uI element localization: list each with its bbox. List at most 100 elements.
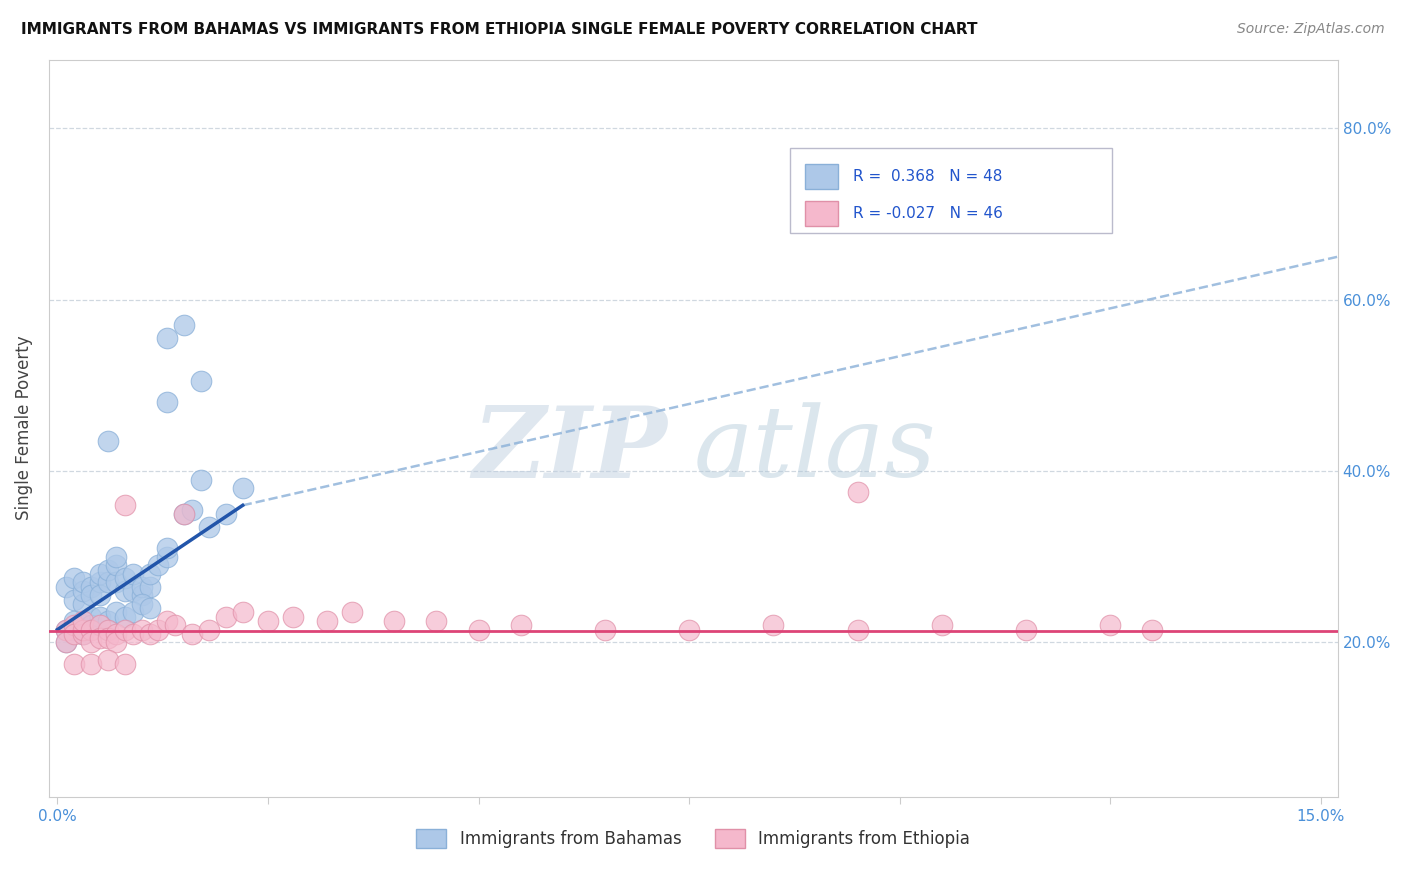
Point [173, 507, 195, 521]
Point [72, 575, 94, 590]
Point [148, 623, 170, 637]
Point [139, 580, 162, 594]
Point [156, 331, 179, 345]
Text: IMMIGRANTS FROM BAHAMAS VS IMMIGRANTS FROM ETHIOPIA SINGLE FEMALE POVERTY CORREL: IMMIGRANTS FROM BAHAMAS VS IMMIGRANTS FR… [21, 22, 977, 37]
Point [72, 623, 94, 637]
Point [80, 623, 103, 637]
Point [139, 601, 162, 615]
Point [215, 507, 238, 521]
FancyBboxPatch shape [806, 201, 838, 226]
Point [131, 597, 153, 611]
Point [198, 520, 221, 534]
Point [72, 627, 94, 641]
Point [114, 584, 136, 599]
Point [105, 575, 128, 590]
Point [55, 580, 77, 594]
Point [97, 614, 120, 628]
Point [80, 588, 103, 602]
Point [678, 623, 700, 637]
Point [181, 502, 204, 516]
Point [63, 623, 86, 637]
Point [89, 631, 111, 645]
Point [122, 627, 145, 641]
Point [232, 481, 254, 495]
Point [198, 623, 221, 637]
Point [316, 614, 339, 628]
Point [72, 584, 94, 599]
Point [382, 614, 405, 628]
Point [114, 499, 136, 513]
Point [122, 584, 145, 599]
Point [156, 614, 179, 628]
Point [509, 618, 531, 632]
Point [467, 623, 489, 637]
Point [340, 606, 363, 620]
Point [139, 566, 162, 581]
Point [80, 657, 103, 671]
FancyBboxPatch shape [806, 164, 838, 189]
Point [72, 627, 94, 641]
Point [190, 473, 212, 487]
Point [80, 609, 103, 624]
Point [114, 657, 136, 671]
Point [283, 609, 305, 624]
Text: atlas: atlas [693, 402, 936, 498]
Point [105, 627, 128, 641]
Point [105, 549, 128, 564]
Point [156, 541, 179, 556]
Point [63, 592, 86, 607]
Point [931, 618, 953, 632]
Point [846, 485, 869, 500]
Point [156, 549, 179, 564]
Point [257, 614, 280, 628]
Point [165, 618, 187, 632]
Point [215, 609, 238, 624]
Point [55, 635, 77, 649]
FancyBboxPatch shape [790, 148, 1112, 233]
Point [80, 618, 103, 632]
Point [89, 588, 111, 602]
Point [80, 580, 103, 594]
Point [1099, 618, 1122, 632]
Point [148, 558, 170, 573]
Point [114, 623, 136, 637]
Point [131, 588, 153, 602]
Point [97, 631, 120, 645]
Y-axis label: Single Female Poverty: Single Female Poverty [15, 336, 32, 521]
Point [72, 618, 94, 632]
Point [89, 609, 111, 624]
Point [89, 575, 111, 590]
Point [190, 374, 212, 388]
Text: R =  0.368   N = 48: R = 0.368 N = 48 [853, 169, 1002, 185]
Point [846, 623, 869, 637]
Point [63, 614, 86, 628]
Point [181, 627, 204, 641]
Point [97, 563, 120, 577]
Point [72, 614, 94, 628]
Point [232, 606, 254, 620]
Point [425, 614, 447, 628]
Point [156, 395, 179, 409]
Point [97, 575, 120, 590]
Text: R = -0.027   N = 46: R = -0.027 N = 46 [853, 205, 1002, 220]
Point [55, 635, 77, 649]
Point [55, 623, 77, 637]
Text: Source: ZipAtlas.com: Source: ZipAtlas.com [1237, 22, 1385, 37]
Point [63, 627, 86, 641]
Point [55, 623, 77, 637]
Point [105, 558, 128, 573]
Point [762, 618, 785, 632]
Point [72, 597, 94, 611]
Point [114, 571, 136, 585]
Point [97, 623, 120, 637]
Point [105, 635, 128, 649]
Legend: Immigrants from Bahamas, Immigrants from Ethiopia: Immigrants from Bahamas, Immigrants from… [409, 822, 977, 855]
Point [97, 434, 120, 448]
Point [122, 566, 145, 581]
Point [105, 606, 128, 620]
Text: ZIP: ZIP [472, 402, 668, 499]
Point [1015, 623, 1038, 637]
Point [173, 318, 195, 333]
Point [114, 609, 136, 624]
Point [131, 623, 153, 637]
